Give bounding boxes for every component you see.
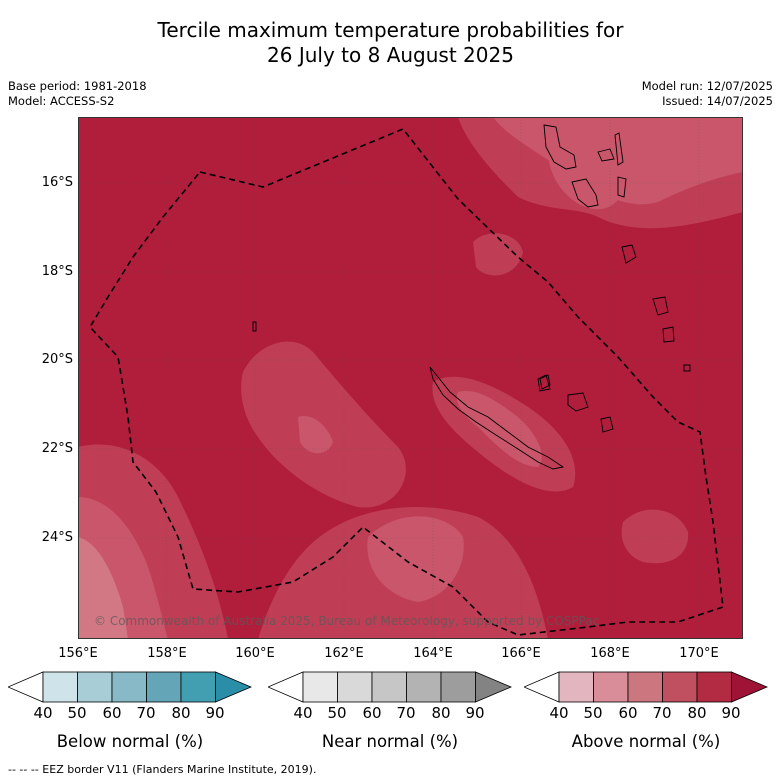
base-period: Base period: 1981-2018: [8, 79, 147, 93]
colorbar-below-normal: 40 50 60 70 80 90 Below normal (%): [6, 670, 253, 751]
colorbar-near-normal-graphic: [266, 671, 513, 703]
cb0-tick-70: 70: [136, 704, 156, 722]
shade-southwest-palest: [78, 537, 128, 639]
title-line-1: Tercile maximum temperature probabilitie…: [157, 18, 624, 42]
small-island-3: [537, 374, 551, 392]
run-info: Model run: 12/07/2025 Issued: 14/07/2025: [642, 79, 773, 109]
colorbar-above-normal: 40 50 60 70 80 90 Above normal (%): [522, 670, 769, 751]
lon-label-170e: 170°E: [679, 646, 719, 661]
cb2-seg-2: [593, 671, 629, 703]
lat-label-22s: 22°S: [41, 441, 73, 456]
cb2-seg-0: [522, 671, 560, 703]
cb1-seg-0: [266, 671, 304, 703]
lon-label-156e: 156°E: [58, 646, 98, 661]
small-island-1: [252, 321, 257, 332]
cb2-seg-1: [558, 671, 594, 703]
cb0-tick-40: 40: [33, 704, 53, 722]
probability-map[interactable]: © Commonwealth of Australia 2025, Bureau…: [78, 117, 743, 639]
cb1-tick-50: 50: [327, 704, 347, 722]
loyalty-island-2: [567, 392, 589, 412]
lat-label-24s: 24°S: [41, 530, 73, 545]
new-caledonia-coast: [429, 366, 565, 470]
cb2-seg-5: [696, 671, 732, 703]
lon-label-162e: 162°E: [324, 646, 364, 661]
shade-south-east: [621, 509, 689, 564]
cb0-seg-1: [42, 671, 78, 703]
loyalty-island-1: [539, 374, 551, 390]
cb1-tick-70: 70: [396, 704, 416, 722]
cb0-tick-90: 90: [205, 704, 225, 722]
shade-south-center-light: [367, 516, 464, 602]
coastlines: [252, 124, 691, 470]
vanuatu-ambrym: [614, 132, 624, 166]
cb1-seg-2: [337, 671, 373, 703]
cb2-tick-80: 80: [687, 704, 707, 722]
cb1-seg-4: [406, 671, 442, 703]
cb1-seg-3: [371, 671, 407, 703]
hunter-island: [683, 364, 691, 372]
loyalty-island-3: [600, 416, 614, 433]
shade-east-blob: [473, 233, 523, 276]
cb2-seg-3: [627, 671, 663, 703]
lon-label-166e: 166°E: [501, 646, 541, 661]
cb2-tick-90: 90: [721, 704, 741, 722]
cb0-tick-60: 60: [102, 704, 122, 722]
colorbar-below-normal-graphic: [6, 671, 253, 703]
lat-label-16s: 16°S: [41, 175, 73, 190]
vanuatu-malekula: [571, 178, 599, 208]
model-run-date: Model run: 12/07/2025: [641, 79, 773, 93]
cb2-tick-50: 50: [583, 704, 603, 722]
lon-label-168e: 168°E: [590, 646, 630, 661]
vanuatu-pentecost: [617, 176, 627, 198]
cb2-tick-60: 60: [618, 704, 638, 722]
map-title: Tercile maximum temperature probabilitie…: [0, 18, 781, 68]
cb0-tick-50: 50: [67, 704, 87, 722]
title-line-2: 26 July to 8 August 2025: [267, 43, 514, 67]
cb2-title: Above normal (%): [571, 732, 721, 751]
cb2-seg-4: [662, 671, 698, 703]
vanuatu-erromango: [621, 244, 637, 264]
vanuatu-efate: [597, 148, 615, 162]
cb1-tick-60: 60: [362, 704, 382, 722]
colorbar-above-normal-graphic: [522, 671, 769, 703]
cb0-tick-80: 80: [171, 704, 191, 722]
cb1-seg-6: [475, 671, 513, 703]
cb1-tick-90: 90: [465, 704, 485, 722]
small-island-2: [662, 326, 675, 343]
cb2-tick-40: 40: [549, 704, 569, 722]
cb0-seg-5: [180, 671, 216, 703]
cb1-tick-80: 80: [431, 704, 451, 722]
cb0-seg-3: [111, 671, 147, 703]
lon-label-158e: 158°E: [147, 646, 187, 661]
vanuatu-espiritu-santo: [543, 124, 577, 170]
model-info: Base period: 1981-2018 Model: ACCESS-S2: [8, 79, 147, 109]
map-canvas: [78, 117, 743, 639]
shade-center-light: [298, 416, 333, 454]
vanuatu-tanna: [652, 296, 669, 316]
cb0-title: Below normal (%): [56, 732, 204, 751]
issued-date: Issued: 14/07/2025: [662, 94, 773, 108]
cb2-tick-70: 70: [652, 704, 672, 722]
cb2-seg-6: [731, 671, 769, 703]
lon-label-160e: 160°E: [235, 646, 275, 661]
cb0-seg-0: [6, 671, 44, 703]
cb0-seg-4: [146, 671, 182, 703]
cb1-tick-40: 40: [293, 704, 313, 722]
cb1-title: Near normal (%): [321, 732, 459, 751]
cb1-seg-5: [440, 671, 476, 703]
copyright-notice: © Commonwealth of Australia 2025, Bureau…: [94, 614, 600, 628]
colorbar-near-normal: 40 50 60 70 80 90 Near normal (%): [266, 670, 513, 751]
cb0-seg-6: [215, 671, 253, 703]
cb1-seg-1: [302, 671, 338, 703]
shade-new-caledonia-inner: [456, 391, 542, 467]
lat-label-20s: 20°S: [41, 352, 73, 367]
shade-center: [241, 341, 406, 508]
lon-label-164e: 164°E: [413, 646, 453, 661]
shade-vanuatu-light: [548, 125, 627, 210]
model-name: Model: ACCESS-S2: [8, 94, 115, 108]
eez-border: [89, 128, 724, 636]
eez-footnote: -- -- -- EEZ border V11 (Flanders Marine…: [8, 763, 317, 776]
lat-label-18s: 18°S: [41, 264, 73, 279]
cb0-seg-2: [77, 671, 113, 703]
